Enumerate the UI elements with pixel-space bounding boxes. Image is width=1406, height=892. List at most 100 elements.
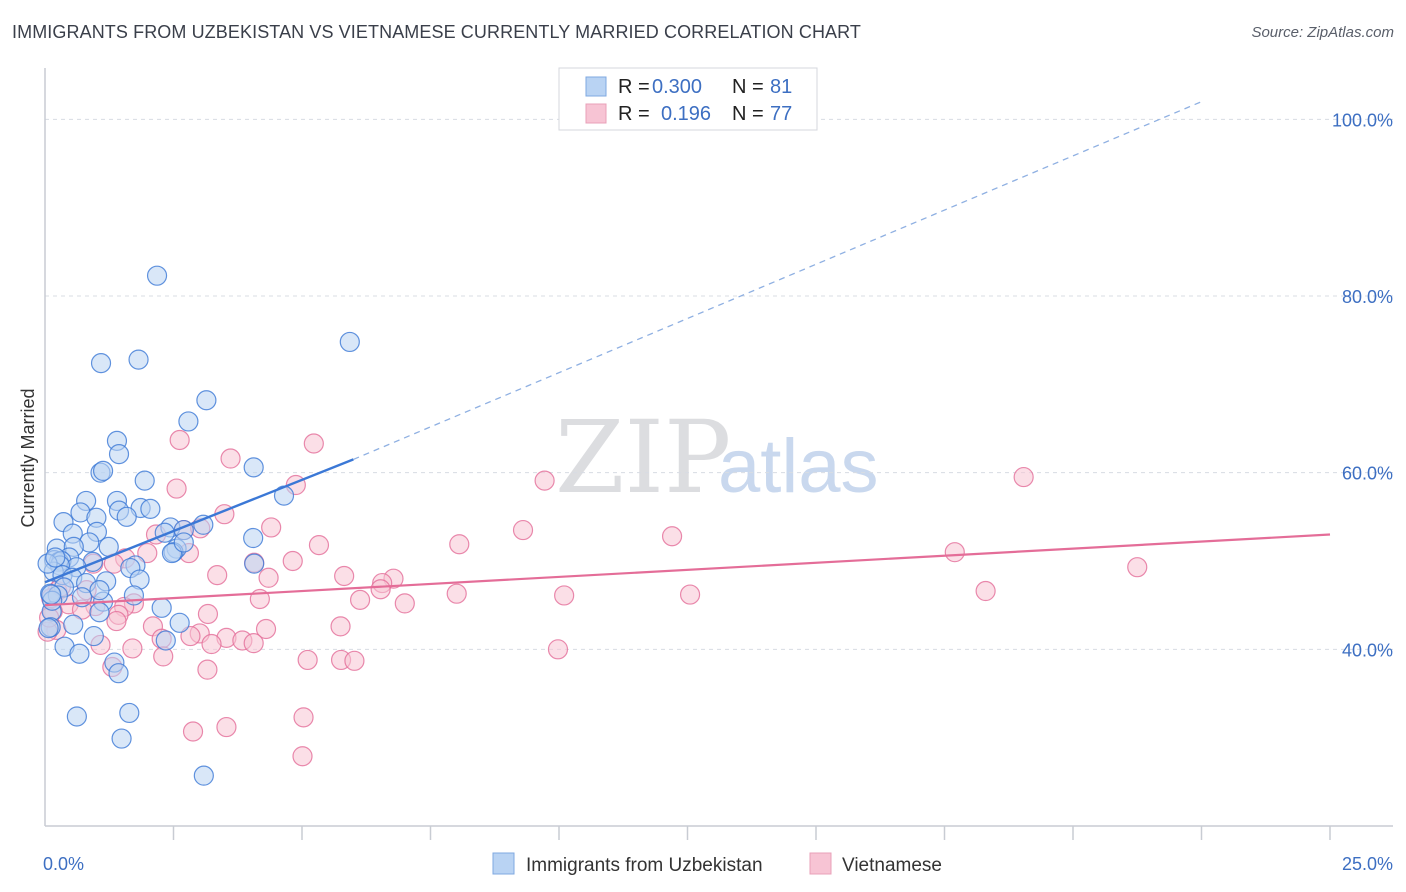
uzbekistan-point-3 xyxy=(128,349,149,370)
uzbekistan-point-70 xyxy=(66,706,87,727)
uzbekistan-point-17 xyxy=(140,498,161,519)
vietnamese-point-28 xyxy=(258,567,279,588)
uzbekistan-point-7 xyxy=(108,444,130,465)
vietnamese-point-46 xyxy=(197,603,219,625)
vietnamese-point-2 xyxy=(220,448,241,469)
x-tick-label-max: 25.0% xyxy=(1342,854,1393,874)
y-tick-label-80: 80.0% xyxy=(1342,287,1393,307)
vietnamese-point-35 xyxy=(679,584,701,605)
uzbekistan-point-64 xyxy=(83,625,104,647)
vietnamese-point-48 xyxy=(106,610,127,632)
legend-r-value-1: 0.300 xyxy=(652,76,702,98)
vietnamese-point-58 xyxy=(243,633,264,654)
uzbekistan-point-71 xyxy=(119,702,140,724)
vietnamese-point-24 xyxy=(1127,557,1148,578)
y-tick-label-100: 100.0% xyxy=(1332,110,1393,130)
vietnamese-point-3 xyxy=(1013,466,1034,488)
uzbekistan-point-58 xyxy=(151,597,172,618)
vietnamese-point-51 xyxy=(255,618,277,640)
y-axis-label: Currently Married xyxy=(18,388,38,527)
uzbekistan-point-80 xyxy=(41,584,62,605)
trend-line-uzbekistan xyxy=(44,458,354,584)
uzbekistan-point-63 xyxy=(63,614,84,635)
uzbekistan-point-41 xyxy=(244,553,265,574)
uzbekistan-point-66 xyxy=(155,630,176,651)
uzbekistan-point-77 xyxy=(45,547,66,568)
vietnamese-point-62 xyxy=(547,639,569,660)
uzbekistan-point-69 xyxy=(108,663,129,684)
legend-n-value-2: 77 xyxy=(770,103,792,125)
bottom-legend-swatch-pink xyxy=(809,852,832,875)
uzbekistan-point-4 xyxy=(196,390,217,411)
vietnamese-point-61 xyxy=(122,638,143,659)
x-axis-ticks xyxy=(172,826,1331,840)
vietnamese-point-5 xyxy=(166,478,187,499)
watermark-zip: ZIP xyxy=(555,399,731,516)
y-axis-tick-labels: 40.0% 60.0% 80.0% 100.0% xyxy=(1332,110,1393,660)
uzbekistan-point-72 xyxy=(111,728,132,749)
legend-n-label-2: N = xyxy=(732,103,764,125)
vietnamese-point-59 xyxy=(201,633,222,655)
y-tick-label-60: 60.0% xyxy=(1342,464,1393,484)
bottom-legend-label-vietnamese: Vietnamese xyxy=(842,855,942,876)
series-uzbekistan-points xyxy=(37,265,360,786)
vietnamese-point-34 xyxy=(446,583,467,604)
legend-n-label-1: N = xyxy=(732,76,764,98)
uzbekistan-point-60 xyxy=(89,602,110,623)
bottom-legend-swatch-blue xyxy=(492,852,515,875)
vietnamese-point-39 xyxy=(394,593,415,614)
vietnamese-point-27 xyxy=(207,565,228,586)
uzbekistan-point-8 xyxy=(243,457,264,478)
legend-swatch-pink xyxy=(585,103,607,124)
vietnamese-point-69 xyxy=(293,707,314,728)
uzbekistan-point-73 xyxy=(193,765,214,786)
vietnamese-point-72 xyxy=(292,746,313,767)
uzbekistan-point-10 xyxy=(92,460,114,481)
vietnamese-point-70 xyxy=(216,716,237,738)
vietnamese-point-14 xyxy=(449,534,470,555)
uzbekistan-point-28 xyxy=(243,527,264,549)
vietnamese-point-54 xyxy=(180,625,201,647)
vietnamese-point-0 xyxy=(169,429,190,451)
vietnamese-point-68 xyxy=(197,659,218,680)
y-tick-label-40: 40.0% xyxy=(1342,640,1393,660)
vietnamese-point-4 xyxy=(534,470,555,491)
legend-n-value-1: 81 xyxy=(770,76,792,98)
trend-line-uzbekistan-extension xyxy=(353,101,1202,461)
legend: R = 0.300 N = 81 R = 0.196 N = 77 xyxy=(558,67,818,131)
uzbekistan-point-5 xyxy=(178,411,199,432)
vietnamese-point-31 xyxy=(975,580,996,602)
vietnamese-point-10 xyxy=(661,526,683,547)
uzbekistan-point-0 xyxy=(146,265,168,286)
trend-lines xyxy=(44,101,1331,607)
watermark-atlas: atlas xyxy=(718,424,879,509)
uzbekistan-point-62 xyxy=(169,612,190,633)
legend-swatch-blue xyxy=(585,76,607,97)
bottom-legend: Immigrants from Uzbekistan Vietnamese xyxy=(492,852,942,876)
vietnamese-point-38 xyxy=(349,589,371,610)
vietnamese-point-64 xyxy=(297,649,318,671)
legend-r-label-2: R = xyxy=(618,103,650,125)
uzbekistan-point-19 xyxy=(116,506,137,527)
uzbekistan-point-79 xyxy=(173,532,194,553)
vietnamese-point-9 xyxy=(261,517,282,538)
trend-line-vietnamese xyxy=(44,533,1331,607)
uzbekistan-point-78 xyxy=(89,580,110,601)
vietnamese-point-71 xyxy=(182,721,204,742)
gridlines xyxy=(45,118,1393,650)
source-label: Source: ZipAtlas.com xyxy=(1251,24,1394,41)
vietnamese-point-16 xyxy=(944,542,965,563)
vietnamese-point-30 xyxy=(370,579,391,600)
chart-title: IMMIGRANTS FROM UZBEKISTAN VS VIETNAMESE… xyxy=(12,22,862,42)
x-tick-label-min: 0.0% xyxy=(43,854,84,874)
uzbekistan-point-74 xyxy=(38,618,59,639)
vietnamese-point-36 xyxy=(554,585,575,606)
uzbekistan-point-55 xyxy=(123,585,145,606)
vietnamese-point-20 xyxy=(282,550,303,572)
uzbekistan-point-1 xyxy=(339,331,360,353)
vietnamese-point-8 xyxy=(512,519,534,541)
uzbekistan-point-11 xyxy=(134,470,155,491)
legend-r-label-1: R = xyxy=(618,76,650,98)
vietnamese-point-66 xyxy=(344,650,365,671)
